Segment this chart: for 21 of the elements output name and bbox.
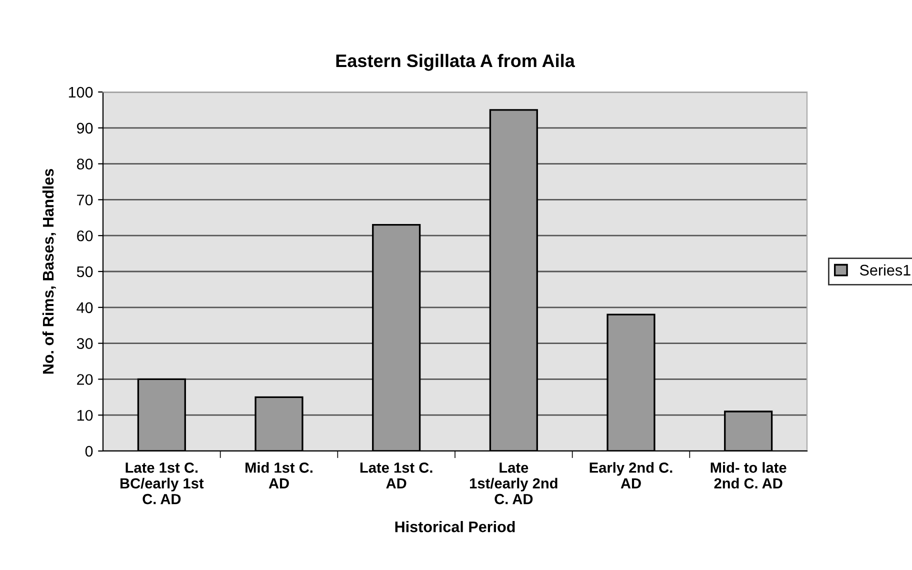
x-tick-label: Late 1st C. BC/early 1st C. AD <box>120 462 204 504</box>
x-axis-title: Historical Period <box>395 521 515 532</box>
y-tick-label: 80 <box>76 158 93 170</box>
y-tick-label: 100 <box>68 86 93 98</box>
legend-label: Series1 <box>860 264 910 276</box>
x-tick-label: Late 1st C. AD <box>360 462 432 488</box>
chart-title: Eastern Sigillata A from Aila <box>336 54 576 71</box>
y-tick-label: 50 <box>76 266 93 278</box>
y-tick-label: 60 <box>77 230 93 242</box>
y-tick-label: 10 <box>77 410 93 421</box>
y-tick-label: 0 <box>85 446 93 457</box>
x-tick-label: Mid- to late 2nd C. AD <box>710 462 786 489</box>
x-tick-label: Early 2nd C. AD <box>590 462 672 488</box>
y-tick-label: 70 <box>77 194 93 206</box>
y-tick-label: 30 <box>76 338 93 349</box>
y-axis-title: No. of Rims, Bases, Handles <box>42 168 56 374</box>
x-tick-label: Mid 1st C. AD <box>246 462 312 488</box>
y-tick-label: 20 <box>77 374 93 385</box>
y-tick-label: 90 <box>77 122 93 134</box>
x-tick-label: Late 1st/early 2nd C. AD <box>470 462 558 504</box>
y-tick-label: 40 <box>76 302 93 314</box>
